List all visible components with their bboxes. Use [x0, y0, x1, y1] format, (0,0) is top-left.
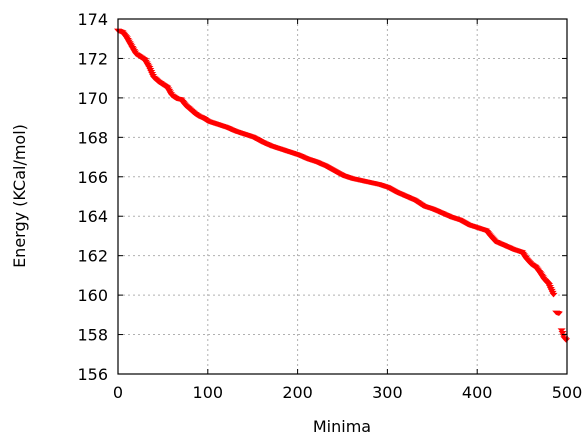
x-tick-label: 0: [113, 383, 123, 402]
data-points: [114, 28, 571, 343]
grid: [118, 19, 567, 374]
x-tick-label: 500: [552, 383, 583, 402]
data-point: [558, 330, 567, 336]
y-tick-label: 156: [77, 365, 108, 384]
data-point: [562, 338, 571, 343]
data-point: [554, 311, 563, 317]
plot-frame: [117, 18, 568, 375]
data-point: [557, 328, 566, 333]
y-tick-labels: 156 158 160 162 164 166 168 170 172 174: [77, 10, 108, 384]
x-tick-labels: 0 100 200 300 400 500: [113, 383, 582, 402]
y-tick-label: 170: [77, 89, 108, 108]
x-tick-label: 400: [462, 383, 493, 402]
x-axis-label: Minima: [313, 417, 371, 436]
y-tick-label: 164: [77, 207, 108, 226]
y-tick-label: 166: [77, 168, 108, 187]
y-tick-label: 160: [77, 286, 108, 305]
y-tick-label: 174: [77, 10, 108, 29]
axis-ticks: [117, 18, 568, 375]
y-tick-label: 172: [77, 49, 108, 68]
y-tick-label: 168: [77, 128, 108, 147]
y-tick-label: 162: [77, 247, 108, 266]
y-tick-label: 158: [77, 326, 108, 345]
x-tick-label: 300: [372, 383, 403, 402]
data-point: [549, 292, 558, 298]
x-tick-label: 100: [193, 383, 224, 402]
x-tick-label: 200: [282, 383, 313, 402]
y-axis-label: Energy (KCal/mol): [10, 124, 29, 268]
